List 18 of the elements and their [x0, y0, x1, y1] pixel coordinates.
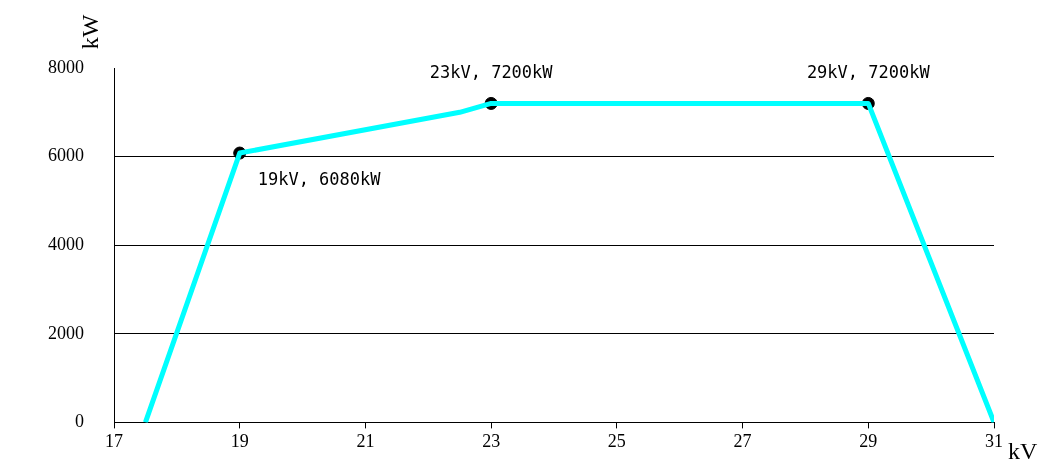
y-tick-label: 0	[75, 411, 84, 432]
x-tick-label: 19	[230, 430, 249, 451]
y-tick-label: 2000	[48, 322, 84, 343]
annotation: 23kV, 7200kW	[429, 61, 554, 82]
x-axis-title: kV	[1008, 437, 1038, 464]
x-tick-label: 29	[859, 430, 878, 451]
y-tick-label: 4000	[48, 233, 84, 254]
x-tick-label: 21	[356, 430, 375, 451]
x-tick-label: 27	[733, 430, 752, 451]
annotation: 29kV, 7200kW	[806, 61, 931, 82]
x-tick-label: 25	[607, 430, 626, 451]
x-tick-label: 23	[482, 430, 501, 451]
y-axis-title: kW	[77, 14, 104, 50]
annotation: 19kV, 6080kW	[257, 169, 382, 190]
x-tick-label: 31	[985, 430, 1003, 451]
y-tick-label: 8000	[48, 56, 84, 77]
x-tick-label: 17	[105, 430, 123, 451]
y-tick-label: 6000	[48, 145, 84, 166]
